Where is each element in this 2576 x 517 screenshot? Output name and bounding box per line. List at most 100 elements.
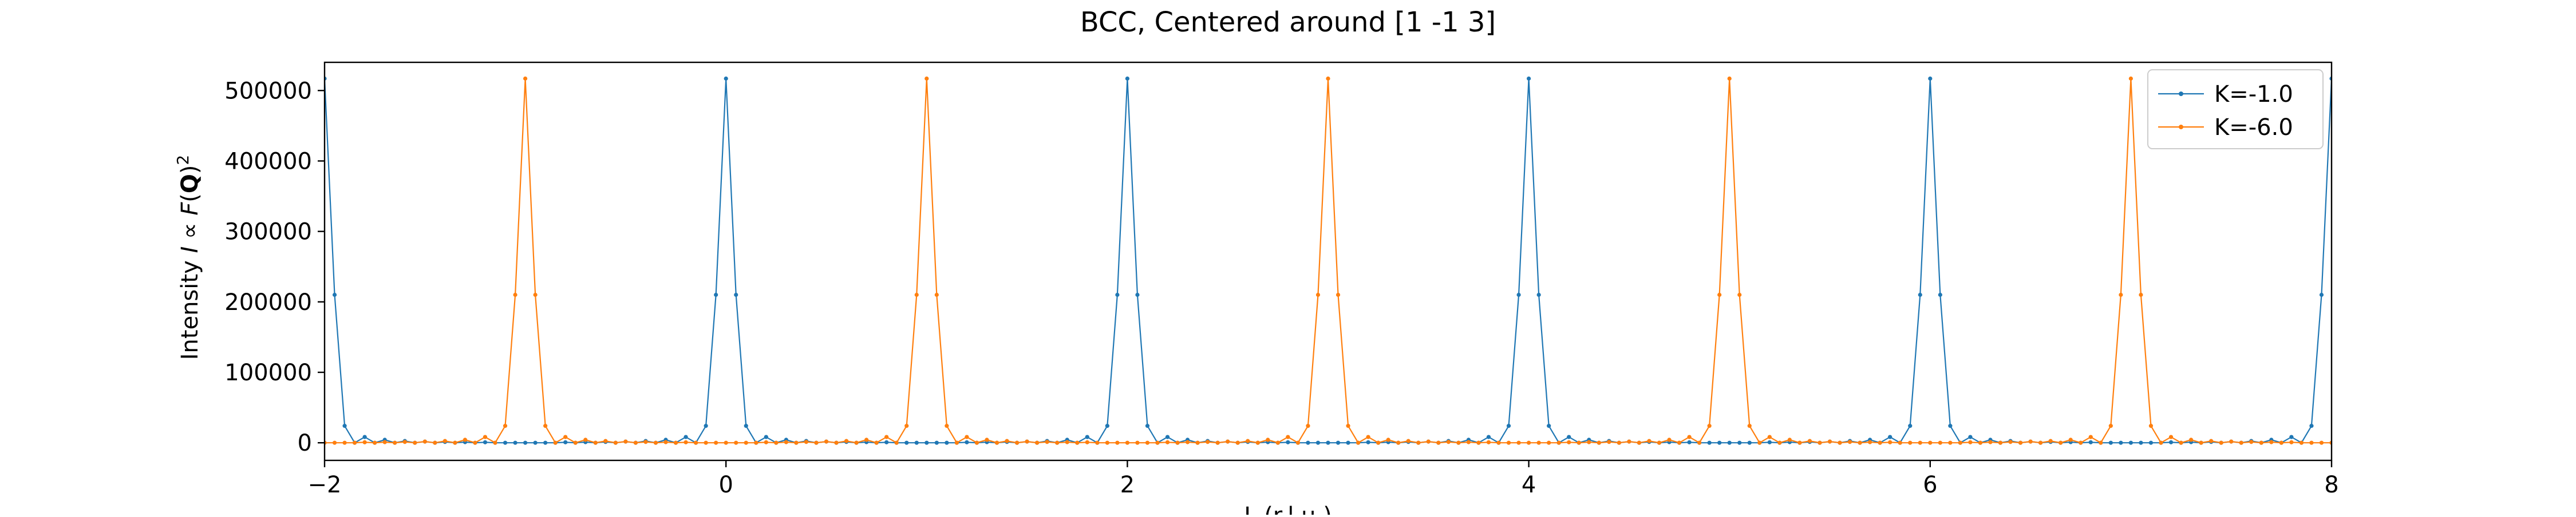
- series-2-point: [1315, 292, 1321, 297]
- series-1-point: [2319, 292, 2324, 297]
- series-2-point: [985, 438, 989, 442]
- series-2-point: [332, 440, 337, 445]
- plot-area: [323, 61, 2333, 462]
- series-1-point: [934, 440, 939, 445]
- series-1-point: [914, 440, 919, 445]
- series-1-point: [965, 440, 969, 444]
- series-2-point: [1978, 440, 1983, 445]
- series-2-point: [2139, 292, 2143, 297]
- series-2-point: [954, 440, 959, 445]
- series-2-point: [934, 292, 939, 297]
- series-2-point: [1125, 440, 1129, 445]
- legend-marker: [2179, 92, 2183, 96]
- series-2-point: [1707, 424, 1712, 428]
- series-2-point: [1938, 440, 1942, 445]
- series-2-point: [2259, 440, 2263, 445]
- series-1-point: [1085, 435, 1089, 439]
- series-2-point: [1687, 435, 1692, 439]
- series-1-point: [1125, 76, 1129, 81]
- series-2-point: [1286, 435, 1290, 439]
- series-2-point: [1306, 424, 1310, 428]
- x-tick-label: 8: [2324, 472, 2338, 498]
- series-2-point: [1617, 440, 1621, 445]
- series-2-point: [754, 440, 758, 445]
- series-2-point: [2119, 292, 2123, 297]
- series-2-point: [834, 440, 839, 445]
- series-2-point: [653, 440, 658, 445]
- series-2-point: [2148, 424, 2154, 428]
- series-1-point: [1707, 440, 1712, 445]
- legend-label: K=-1.0: [2214, 81, 2293, 108]
- series-2-point: [553, 440, 558, 445]
- series-2-point: [2199, 440, 2203, 445]
- series-2-point: [1647, 439, 1652, 443]
- series-2-point: [473, 440, 477, 445]
- series-1-point: [1737, 440, 1742, 445]
- series-2-point: [342, 440, 347, 445]
- y-axis-label: Intensity I ∝ F(Q)2: [173, 155, 204, 360]
- legend: K=-1.0 K=-6.0: [2147, 69, 2324, 149]
- series-2-point: [1416, 440, 1421, 445]
- series-2-point: [1406, 439, 1411, 443]
- series-2-point: [2239, 440, 2243, 445]
- series-2-point: [623, 439, 628, 444]
- series-2-point: [884, 435, 889, 439]
- y-axis: 0 100000 200000 300000 400000 500000: [224, 78, 325, 456]
- series-2-point: [1326, 76, 1330, 81]
- y-tick-label: 100000: [224, 360, 312, 386]
- series-2-point: [2028, 439, 2033, 444]
- series-2-point: [1717, 292, 1722, 297]
- series-2-point: [1587, 440, 1591, 444]
- series-2-point: [2269, 440, 2274, 444]
- series-2-point: [1476, 440, 1481, 445]
- series-2-point: [1005, 439, 1009, 443]
- series-2-point: [1697, 440, 1702, 445]
- series-2-point: [1436, 440, 1441, 445]
- series-2-point: [1968, 440, 1973, 444]
- series-1-point: [503, 440, 508, 445]
- series-1-point: [523, 440, 528, 445]
- series-1-point: [2289, 435, 2294, 439]
- series-1-point: [1346, 440, 1350, 445]
- series-2-point: [433, 440, 437, 445]
- series-2: [325, 76, 2332, 445]
- series-2-point: [563, 435, 568, 439]
- series-1: [325, 76, 2332, 445]
- series-1-point: [904, 440, 909, 445]
- series-2-point: [393, 440, 397, 445]
- series-2-point: [503, 424, 508, 428]
- series-2-point: [1386, 438, 1390, 442]
- series-1-point: [1336, 440, 1341, 445]
- series-2-point: [2099, 440, 2103, 445]
- series-1-point: [1968, 435, 1973, 439]
- series-2-point: [1496, 440, 1501, 445]
- series-2-point: [1075, 440, 1080, 445]
- series-2-point: [1767, 435, 1772, 439]
- series-2-point: [714, 440, 718, 445]
- series-2-point: [1095, 440, 1100, 445]
- series-2-point: [513, 292, 517, 297]
- series-2-point: [1356, 440, 1361, 445]
- series-1-point: [1326, 440, 1330, 445]
- series-2-point: [373, 440, 377, 445]
- series-2-point: [613, 440, 618, 445]
- series-2-point: [2309, 440, 2314, 445]
- series-2-point: [1185, 440, 1190, 444]
- series-2-point: [1737, 292, 1742, 297]
- series-2-point: [2079, 440, 2083, 445]
- plot-clip-group: [325, 76, 2332, 445]
- series-2-point: [1787, 438, 1792, 442]
- series-2-point: [1135, 440, 1140, 445]
- series-1-point: [543, 440, 548, 445]
- series-1-point: [2148, 440, 2154, 445]
- series-2-point: [1567, 440, 1571, 444]
- series-2-point: [704, 440, 708, 445]
- series-1-point: [704, 424, 708, 428]
- series-1-point: [563, 440, 568, 444]
- series-2-point: [1747, 424, 1752, 428]
- series-2-point: [2048, 439, 2053, 443]
- series-1-point: [2119, 440, 2123, 445]
- series-2-point: [1025, 439, 1029, 444]
- series-2-point: [533, 292, 538, 297]
